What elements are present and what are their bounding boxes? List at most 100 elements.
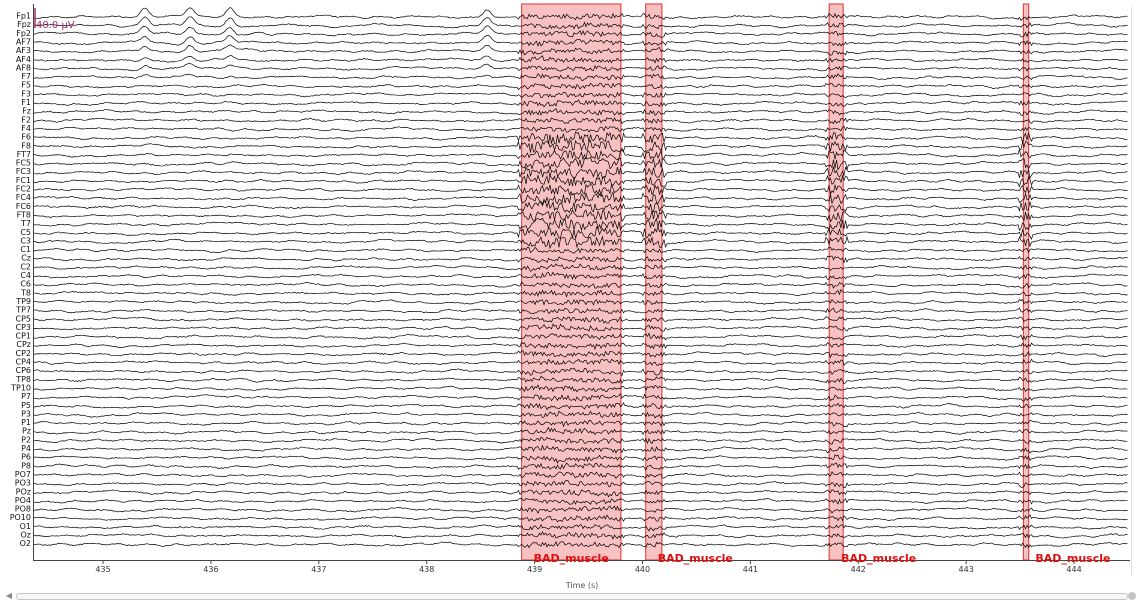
channel-label[interactable]: F7: [21, 72, 31, 81]
eeg-trace[interactable]: [33, 217, 1128, 232]
channel-label[interactable]: F3: [21, 89, 31, 98]
eeg-trace[interactable]: [33, 99, 1128, 108]
eeg-trace[interactable]: [33, 307, 1128, 315]
eeg-trace[interactable]: [33, 298, 1128, 306]
eeg-trace[interactable]: [33, 462, 1128, 471]
channel-label[interactable]: P5: [21, 401, 31, 410]
eeg-trace[interactable]: [33, 91, 1128, 99]
eeg-trace[interactable]: [33, 523, 1128, 532]
channel-label[interactable]: FC3: [16, 167, 31, 176]
eeg-trace[interactable]: [33, 323, 1128, 332]
channel-label[interactable]: PO3: [15, 479, 31, 488]
eeg-trace[interactable]: [33, 271, 1128, 280]
channel-label[interactable]: F5: [21, 81, 31, 90]
eeg-trace[interactable]: [33, 341, 1128, 351]
channel-label[interactable]: FC5: [16, 159, 31, 168]
eeg-trace[interactable]: [33, 16, 1128, 30]
eeg-trace[interactable]: [33, 410, 1128, 419]
channel-label[interactable]: O1: [20, 522, 31, 531]
eeg-trace[interactable]: [33, 514, 1128, 523]
channel-label[interactable]: FC2: [16, 185, 31, 194]
eeg-trace[interactable]: [33, 7, 1128, 21]
eeg-trace[interactable]: [33, 125, 1128, 133]
channel-label[interactable]: P8: [21, 461, 31, 470]
channel-label[interactable]: PO4: [15, 496, 31, 505]
channel-label[interactable]: CP5: [16, 314, 32, 323]
channel-label[interactable]: CP3: [16, 323, 32, 332]
arrow-left-icon[interactable]: ◀: [5, 591, 13, 600]
eeg-trace[interactable]: [33, 505, 1128, 514]
eeg-trace[interactable]: [33, 173, 1128, 188]
channel-label[interactable]: P7: [21, 392, 31, 401]
channel-label[interactable]: P4: [21, 444, 31, 453]
eeg-trace[interactable]: [33, 288, 1128, 298]
channel-label[interactable]: C1: [20, 245, 31, 254]
eeg-trace[interactable]: [33, 531, 1128, 540]
channel-label[interactable]: FT8: [17, 210, 31, 219]
channel-label[interactable]: P3: [21, 409, 31, 418]
channel-label[interactable]: FC6: [16, 202, 31, 211]
channel-label[interactable]: C4: [20, 271, 31, 280]
eeg-trace[interactable]: [33, 316, 1128, 324]
channel-label[interactable]: TP10: [10, 383, 31, 392]
channel-label[interactable]: CP6: [16, 366, 32, 375]
eeg-trace[interactable]: [33, 255, 1128, 264]
channel-label[interactable]: C2: [20, 262, 31, 271]
channel-label[interactable]: P1: [21, 418, 31, 427]
eeg-trace[interactable]: [33, 191, 1128, 205]
eeg-trace[interactable]: [33, 426, 1128, 436]
eeg-trace[interactable]: [33, 82, 1128, 91]
eeg-trace[interactable]: [33, 436, 1128, 445]
channel-label[interactable]: Oz: [21, 531, 32, 540]
channel-label[interactable]: POz: [16, 487, 31, 496]
channel-label[interactable]: FC4: [16, 193, 31, 202]
scroll-handle-icon[interactable]: [1128, 592, 1136, 600]
eeg-trace[interactable]: [33, 497, 1128, 505]
eeg-trace[interactable]: [33, 225, 1128, 240]
eeg-trace[interactable]: [34, 166, 1128, 180]
eeg-trace[interactable]: [33, 540, 1128, 549]
channel-label[interactable]: O2: [20, 539, 31, 548]
eeg-trace[interactable]: [33, 131, 1128, 145]
channel-label[interactable]: Fp1: [16, 12, 31, 21]
channel-label[interactable]: CPz: [16, 340, 31, 349]
eeg-trace[interactable]: [33, 471, 1128, 479]
channel-label[interactable]: CP2: [16, 349, 32, 358]
channel-label[interactable]: P2: [21, 435, 31, 444]
eeg-trace[interactable]: [33, 402, 1128, 411]
channel-label[interactable]: TP8: [15, 375, 31, 384]
channel-label[interactable]: Fp2: [16, 29, 31, 38]
channel-label[interactable]: Cz: [21, 254, 31, 263]
channel-label[interactable]: C6: [20, 280, 31, 289]
eeg-trace[interactable]: [33, 393, 1128, 402]
eeg-trace[interactable]: [33, 281, 1128, 289]
channel-label[interactable]: Fz: [22, 107, 31, 116]
eeg-trace[interactable]: [33, 332, 1128, 341]
eeg-trace[interactable]: [33, 454, 1128, 464]
channel-label[interactable]: AF8: [16, 63, 31, 72]
scrollbar-track[interactable]: [16, 593, 1128, 600]
eeg-trace[interactable]: [33, 73, 1128, 81]
channel-label[interactable]: C5: [20, 228, 31, 237]
channel-label[interactable]: AF4: [16, 55, 31, 64]
eeg-trace[interactable]: [33, 375, 1128, 385]
channel-label[interactable]: F2: [21, 115, 31, 124]
channel-label[interactable]: PO10: [10, 513, 31, 522]
channel-label[interactable]: P6: [21, 453, 31, 462]
channel-label[interactable]: F1: [21, 98, 31, 107]
channel-label[interactable]: F4: [21, 124, 31, 133]
eeg-trace[interactable]: [33, 156, 1128, 171]
eeg-trace[interactable]: [33, 35, 1128, 47]
eeg-trace[interactable]: [33, 117, 1128, 125]
eeg-trace[interactable]: [33, 63, 1128, 72]
eeg-trace[interactable]: [33, 489, 1128, 498]
channel-label[interactable]: FT7: [17, 150, 31, 159]
channel-label[interactable]: T7: [20, 219, 31, 228]
channel-label[interactable]: F8: [21, 141, 31, 150]
eeg-trace[interactable]: [33, 350, 1128, 359]
channel-label[interactable]: CP4: [16, 358, 32, 367]
eeg-trace[interactable]: [33, 139, 1128, 153]
eeg-trace[interactable]: [33, 108, 1128, 116]
